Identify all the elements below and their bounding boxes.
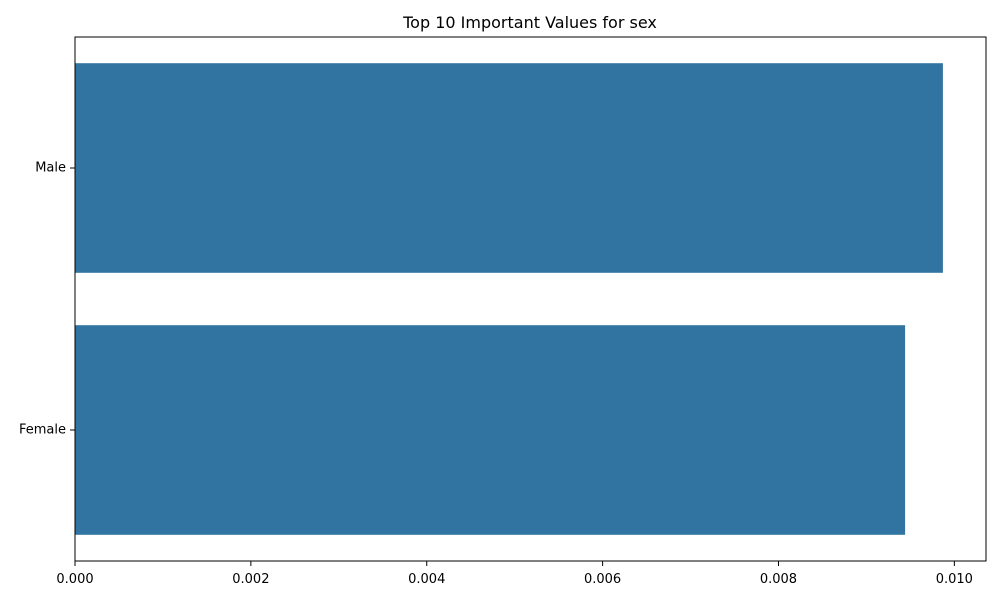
x-tick-label: 0.002 xyxy=(232,572,269,587)
ticks-layer: Male Female 0.000 0.002 0.004 0.006 0.008 0.010 xyxy=(19,161,973,588)
y-tick-label: Male xyxy=(35,161,66,176)
x-tick-label: 0.000 xyxy=(56,572,93,587)
x-tick-label: 0.006 xyxy=(584,572,621,587)
x-tick-label: 0.004 xyxy=(408,572,445,587)
bars-layer xyxy=(75,63,943,535)
chart-title: Top 10 Important Values for sex xyxy=(402,13,657,32)
bar-male xyxy=(75,63,943,273)
y-tick-label: Female xyxy=(19,423,66,438)
x-tick-label: 0.008 xyxy=(760,572,797,587)
bar-female xyxy=(75,325,906,535)
x-tick-label: 0.010 xyxy=(936,572,973,587)
plot-frame xyxy=(74,36,987,562)
axes-layer xyxy=(74,36,987,562)
